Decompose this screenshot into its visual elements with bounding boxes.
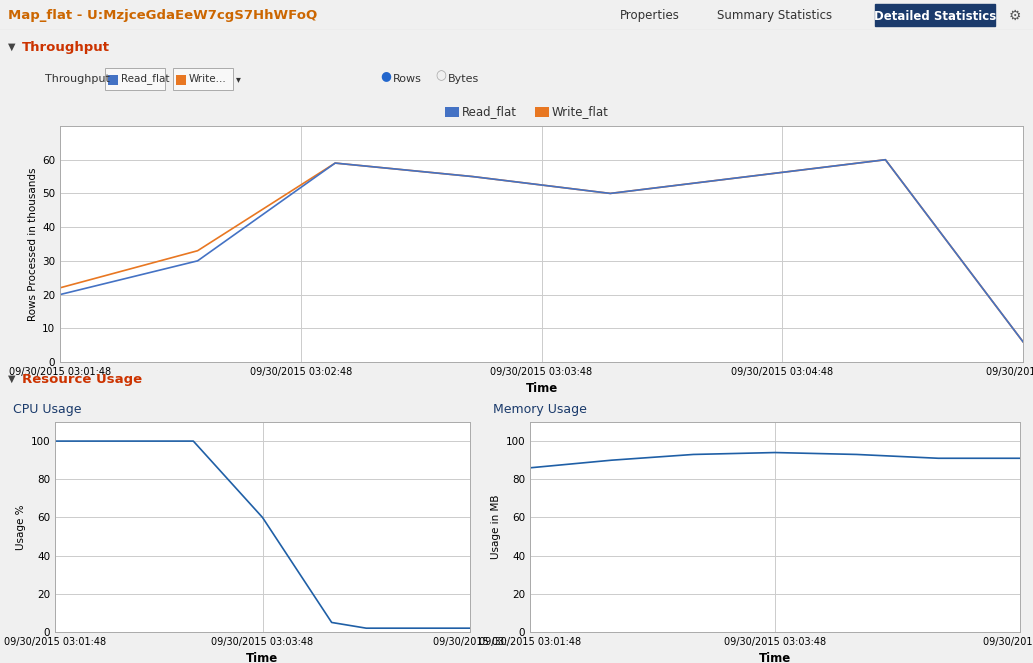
Text: Write_flat: Write_flat: [552, 105, 608, 119]
Text: Memory Usage: Memory Usage: [493, 404, 587, 416]
Y-axis label: Usage in MB: Usage in MB: [492, 495, 501, 560]
Text: Throughput: Throughput: [22, 40, 109, 54]
Text: Map_flat - U:MzjceGdaEeW7cgS7HhWFoQ: Map_flat - U:MzjceGdaEeW7cgS7HhWFoQ: [8, 9, 317, 23]
X-axis label: Time: Time: [759, 652, 791, 663]
Text: ▾: ▾: [236, 74, 241, 84]
Text: Bytes: Bytes: [448, 74, 479, 84]
Text: Throughput: Throughput: [45, 74, 109, 84]
FancyBboxPatch shape: [105, 68, 165, 90]
Text: Properties: Properties: [620, 9, 680, 23]
Text: CPU Usage: CPU Usage: [13, 404, 82, 416]
Text: Resource Usage: Resource Usage: [22, 373, 143, 385]
Text: ▼: ▼: [8, 42, 15, 52]
Bar: [176, 75, 186, 85]
Bar: [108, 75, 118, 85]
X-axis label: Time: Time: [247, 652, 279, 663]
Bar: [445, 107, 459, 117]
Text: ●: ●: [380, 70, 390, 82]
Text: Read_flat: Read_flat: [462, 105, 516, 119]
Text: Summary Statistics: Summary Statistics: [718, 9, 833, 23]
Bar: [535, 107, 549, 117]
Text: Detailed Statistics: Detailed Statistics: [874, 9, 996, 23]
Text: ⚙: ⚙: [1009, 9, 1022, 23]
Text: Read_flat: Read_flat: [121, 74, 169, 84]
Y-axis label: Rows Processed in thousands: Rows Processed in thousands: [28, 167, 38, 321]
Text: ▼: ▼: [8, 374, 15, 384]
Text: ○: ○: [435, 70, 446, 82]
FancyBboxPatch shape: [173, 68, 233, 90]
Y-axis label: Usage %: Usage %: [17, 505, 27, 550]
FancyBboxPatch shape: [875, 4, 995, 26]
Text: Write...: Write...: [189, 74, 227, 84]
X-axis label: Time: Time: [526, 383, 558, 395]
Text: Rows: Rows: [393, 74, 421, 84]
